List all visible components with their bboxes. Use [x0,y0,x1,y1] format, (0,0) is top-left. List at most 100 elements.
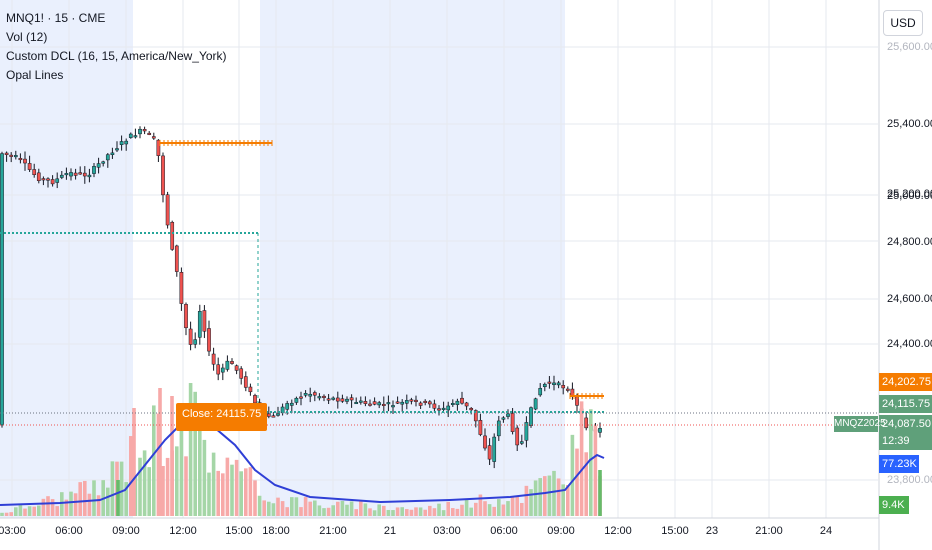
candle-body [473,410,478,422]
volume-bar [142,450,147,516]
candle-body [197,311,202,338]
volume-bar [161,466,165,516]
candle-body [202,310,207,332]
candle-body [501,417,506,420]
contract-tag: MNQZ2025 [834,416,886,432]
candle-body [18,158,23,161]
candle-body [326,398,331,401]
badge-level-high: 24,202.75 [879,373,932,391]
candle-body [271,415,276,418]
candle-body [133,135,138,138]
candle-body [331,397,336,400]
candle-body [211,353,216,365]
volume-bar [474,502,478,516]
volume-bar [9,512,13,516]
time-label: 09:00 [547,525,575,537]
session-shade [0,0,133,518]
candle-body [193,339,198,345]
volume-bar [225,457,230,516]
volume-bar [110,461,115,516]
candle-body [303,393,308,396]
volume-bar [423,509,427,516]
candle-body [207,328,211,352]
candle-body [13,155,18,158]
volume-bar [230,464,234,516]
candle-body [492,436,497,462]
volume-bar [14,507,18,516]
candle-body [317,396,322,399]
volume-bar [340,501,345,516]
volume-bar [221,473,225,516]
candle-body [276,413,280,416]
candle-body [427,401,432,405]
time-label: 23 [705,525,719,537]
candle-body [386,402,391,405]
volume-bar [179,430,184,516]
candle-body [73,172,78,176]
volume-bar [446,501,450,516]
volume-bar [345,504,349,516]
volume-bar [464,499,469,516]
candle-body [542,383,547,388]
candle-body [533,398,538,410]
legend-dcl-indicator[interactable]: Custom DCL (16, 15, America/New_York) [6,49,227,63]
volume-bar [313,500,317,516]
candle-body [345,398,349,402]
volume-bar [326,507,331,516]
candle-body [55,178,60,183]
candle-body [285,403,290,410]
volume-bar [87,493,92,516]
candle-body [441,407,446,410]
legend-volume-indicator[interactable]: Vol (12) [6,30,48,44]
volume-bar [69,491,73,516]
volume-bar [129,436,133,516]
volume-bar [561,484,565,516]
volume-bar [78,482,82,516]
candle-body [496,420,501,437]
volume-bar [589,409,593,516]
session-shade [260,0,565,518]
volume-bar [506,501,510,516]
volume-bar [377,504,381,516]
candle-body [156,139,161,156]
volume-bar [23,508,27,516]
currency-button[interactable]: USD [883,10,923,36]
candle-body [547,381,552,384]
volume-bar [524,485,529,516]
volume-bar [202,439,207,516]
volume-bar [515,496,519,516]
candle-body [234,365,239,371]
volume-bar [349,501,354,516]
candle-body [243,376,248,388]
candle-body [78,172,83,175]
legend-opal-indicator[interactable]: Opal Lines [6,68,64,82]
candle-body [248,386,253,393]
volume-bar [253,480,257,516]
time-label: 06:00 [55,525,83,537]
volume-bar [32,506,36,516]
volume-bar [455,508,460,516]
candle-body [105,154,110,161]
candle-body [96,163,101,168]
candle-body [179,272,184,304]
volume-bar [414,507,418,516]
candle-body [598,428,602,433]
candle-body [561,385,566,389]
volume-bar [0,512,4,516]
volume-bar [147,467,151,516]
legend-symbol[interactable]: MNQ1! · 15 · CME [6,11,106,25]
candle-body [538,388,543,396]
candle-body [423,400,428,403]
volume-bar-peak [158,388,162,516]
candle-body [4,152,9,155]
candle-body [36,172,41,181]
candle-body [188,328,193,345]
candle-body [174,245,179,272]
volume-bar [184,456,188,516]
volume-bar [285,507,289,516]
candle-body [335,397,340,402]
volume-bar [543,476,547,516]
candle-body [69,172,73,177]
